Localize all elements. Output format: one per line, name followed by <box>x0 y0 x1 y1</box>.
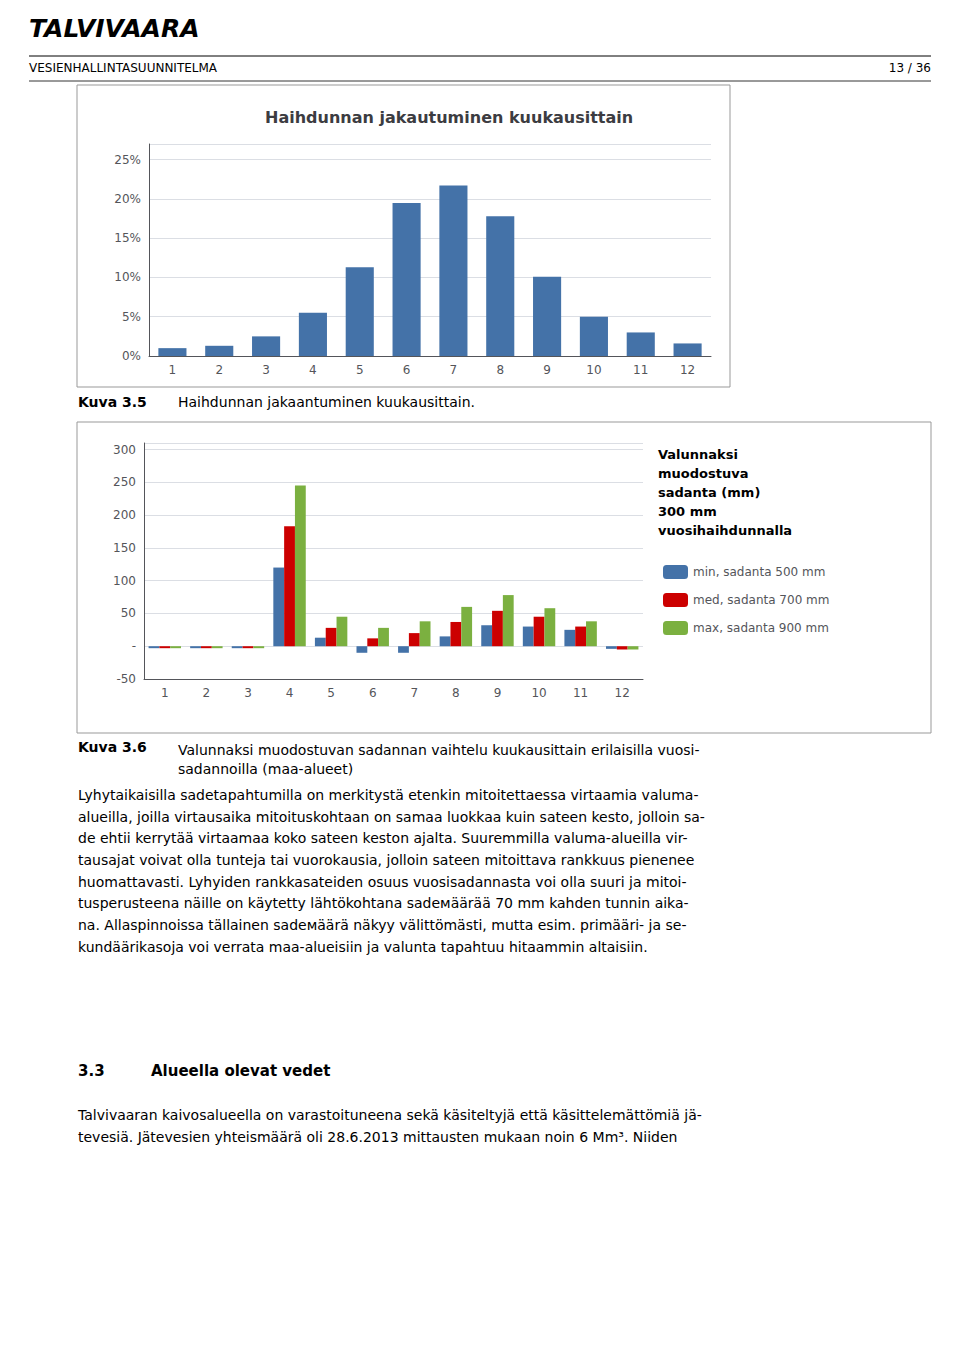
svg-text:7: 7 <box>410 686 418 700</box>
svg-text:tusperusteena näille on käytet: tusperusteena näille on käytetty lähtöko… <box>78 895 689 911</box>
svg-text:10%: 10% <box>114 270 141 284</box>
svg-text:Alueella olevat vedet: Alueella olevat vedet <box>151 1062 330 1080</box>
svg-text:de ehtii kerrytää virtaamaa ko: de ehtii kerrytää virtaamaa koko sateen … <box>78 830 688 846</box>
svg-text:vuosihaihdunnalla: vuosihaihdunnalla <box>658 523 792 538</box>
svg-text:alueilla, joilla virtausaika m: alueilla, joilla virtausaika mitoituskoh… <box>78 809 705 825</box>
svg-text:50: 50 <box>121 606 136 620</box>
svg-text:Valunnaksi: Valunnaksi <box>658 447 738 462</box>
svg-text:5: 5 <box>356 363 364 377</box>
svg-text:4: 4 <box>309 363 317 377</box>
svg-text:huomattavasti. Lyhyiden rankka: huomattavasti. Lyhyiden rankkasateiden o… <box>78 874 687 890</box>
svg-text:11: 11 <box>633 363 648 377</box>
svg-text:3: 3 <box>262 363 270 377</box>
svg-text:7: 7 <box>450 363 458 377</box>
svg-text:5: 5 <box>327 686 335 700</box>
svg-text:kundäärikasoja voi verrata maa: kundäärikasoja voi verrata maa-alueisiin… <box>78 939 648 955</box>
svg-text:25%: 25% <box>114 153 141 167</box>
svg-text:1: 1 <box>169 363 177 377</box>
svg-text:max, sadanta 900 mm: max, sadanta 900 mm <box>693 621 829 635</box>
svg-text:3: 3 <box>244 686 252 700</box>
svg-text:-: - <box>132 639 136 653</box>
svg-text:12: 12 <box>680 363 695 377</box>
svg-text:300: 300 <box>113 443 136 457</box>
svg-text:8: 8 <box>496 363 504 377</box>
svg-text:8: 8 <box>452 686 460 700</box>
svg-text:Lyhytaikaisilla sadetapahtumil: Lyhytaikaisilla sadetapahtumilla on merk… <box>78 787 699 803</box>
svg-text:2: 2 <box>203 686 211 700</box>
svg-text:10: 10 <box>531 686 546 700</box>
svg-text:-50: -50 <box>116 672 136 686</box>
svg-text:med, sadanta 700 mm: med, sadanta 700 mm <box>693 593 829 607</box>
svg-text:tevesiä. Jätevesien yhteismäär: tevesiä. Jätevesien yhteismäärä oli 28.6… <box>78 1129 677 1145</box>
svg-text:Valunnaksi muodostuvan sadanna: Valunnaksi muodostuvan sadannan vaihtelu… <box>178 742 699 758</box>
svg-text:na. Allaspinnoissa tällainen s: na. Allaspinnoissa tällainen sadeмäärä n… <box>78 917 686 933</box>
svg-text:15%: 15% <box>114 231 141 245</box>
svg-text:6: 6 <box>403 363 411 377</box>
svg-text:300 mm: 300 mm <box>658 504 717 519</box>
svg-text:sadannoilla (maa-alueet): sadannoilla (maa-alueet) <box>178 761 353 777</box>
svg-text:Talvivaaran kaivosalueella on: Talvivaaran kaivosalueella on varastoitu… <box>77 1107 702 1123</box>
svg-text:11: 11 <box>573 686 588 700</box>
svg-text:250: 250 <box>113 475 136 489</box>
svg-text:1: 1 <box>161 686 169 700</box>
svg-text:min, sadanta 500 mm: min, sadanta 500 mm <box>693 565 825 579</box>
svg-text:Haihdunnan jakautuminen kuukau: Haihdunnan jakautuminen kuukausittain <box>265 108 633 127</box>
svg-text:9: 9 <box>494 686 502 700</box>
svg-text:2: 2 <box>215 363 223 377</box>
svg-text:12: 12 <box>615 686 630 700</box>
svg-text:6: 6 <box>369 686 377 700</box>
svg-text:Haihdunnan jakaantuminen kuuka: Haihdunnan jakaantuminen kuukausittain. <box>178 394 475 410</box>
svg-text:VESIENHALLINTASUUNNITELMA: VESIENHALLINTASUUNNITELMA <box>29 61 218 75</box>
svg-text:4: 4 <box>286 686 294 700</box>
svg-text:200: 200 <box>113 508 136 522</box>
svg-text:10: 10 <box>586 363 601 377</box>
svg-text:9: 9 <box>543 363 551 377</box>
svg-text:100: 100 <box>113 574 136 588</box>
svg-text:TALVIVAARA: TALVIVAARA <box>29 14 200 43</box>
svg-text:3.3: 3.3 <box>78 1062 105 1080</box>
svg-text:13 / 36: 13 / 36 <box>889 61 931 75</box>
svg-text:0%: 0% <box>122 349 141 363</box>
svg-text:sadanta (mm): sadanta (mm) <box>658 485 760 500</box>
svg-text:5%: 5% <box>122 310 141 324</box>
svg-text:Kuva 3.5: Kuva 3.5 <box>78 394 147 410</box>
svg-text:muodostuva: muodostuva <box>658 466 748 481</box>
svg-text:tausajat voivat olla tunteja t: tausajat voivat olla tunteja tai vuoroka… <box>78 852 694 868</box>
svg-text:20%: 20% <box>114 192 141 206</box>
svg-text:Kuva 3.6: Kuva 3.6 <box>78 739 147 755</box>
svg-text:150: 150 <box>113 541 136 555</box>
